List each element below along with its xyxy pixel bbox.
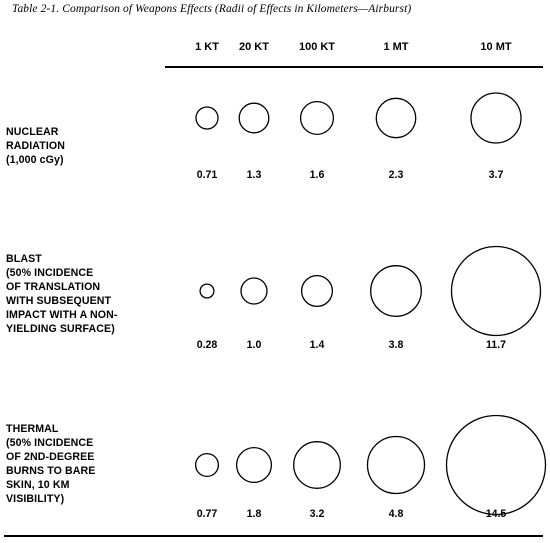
circle-radiation-10mt xyxy=(470,92,522,144)
circle-thermal-1mt xyxy=(366,435,426,495)
value-thermal-10mt: 14.5 xyxy=(485,508,507,520)
column-header-20kt: 20 KT xyxy=(239,41,269,53)
value-blast-1kt: 0.28 xyxy=(196,339,218,351)
circle-blast-1mt xyxy=(370,265,422,317)
value-radiation-1mt: 2.3 xyxy=(388,169,404,181)
header-rule xyxy=(165,66,543,68)
value-thermal-100kt: 3.2 xyxy=(309,508,325,520)
value-radiation-10mt: 3.7 xyxy=(488,169,504,181)
row-label-thermal: THERMAL (50% INCIDENCE OF 2ND-DEGREE BUR… xyxy=(6,423,96,505)
table-caption: Table 2-1. Comparison of Weapons Effects… xyxy=(12,3,412,15)
row-label-nuclear-radiation: NUCLEAR RADIATION (1,000 cGy) xyxy=(6,126,65,166)
value-radiation-20kt: 1.3 xyxy=(246,169,262,181)
circle-blast-100kt xyxy=(300,274,334,308)
circle-thermal-10mt xyxy=(445,414,547,516)
column-header-10mt: 10 MT xyxy=(480,41,512,53)
value-blast-20kt: 1.0 xyxy=(246,339,262,351)
value-blast-10mt: 11.7 xyxy=(485,339,507,351)
circle-thermal-100kt xyxy=(293,441,341,489)
circle-thermal-1kt xyxy=(194,452,220,478)
column-header-1mt: 1 MT xyxy=(383,41,409,53)
value-thermal-1kt: 0.77 xyxy=(196,508,218,520)
circle-radiation-100kt xyxy=(299,100,335,136)
circle-blast-1kt xyxy=(199,283,215,299)
value-radiation-1kt: 0.71 xyxy=(196,169,218,181)
column-header-1kt: 1 KT xyxy=(195,41,219,53)
value-thermal-1mt: 4.8 xyxy=(388,508,404,520)
value-radiation-100kt: 1.6 xyxy=(309,169,325,181)
value-blast-100kt: 1.4 xyxy=(309,339,325,351)
circle-blast-20kt xyxy=(240,277,268,305)
column-header-100kt: 100 KT xyxy=(298,41,336,53)
row-label-blast: BLAST (50% INCIDENCE OF TRANSLATION WITH… xyxy=(6,253,118,335)
circle-radiation-20kt xyxy=(238,102,270,134)
footer-rule xyxy=(4,535,543,537)
circle-blast-10mt xyxy=(450,245,542,337)
value-blast-1mt: 3.8 xyxy=(388,339,404,351)
circle-radiation-1kt xyxy=(195,106,219,130)
circle-radiation-1mt xyxy=(375,97,417,139)
value-thermal-20kt: 1.8 xyxy=(246,508,262,520)
circle-thermal-20kt xyxy=(235,446,273,484)
